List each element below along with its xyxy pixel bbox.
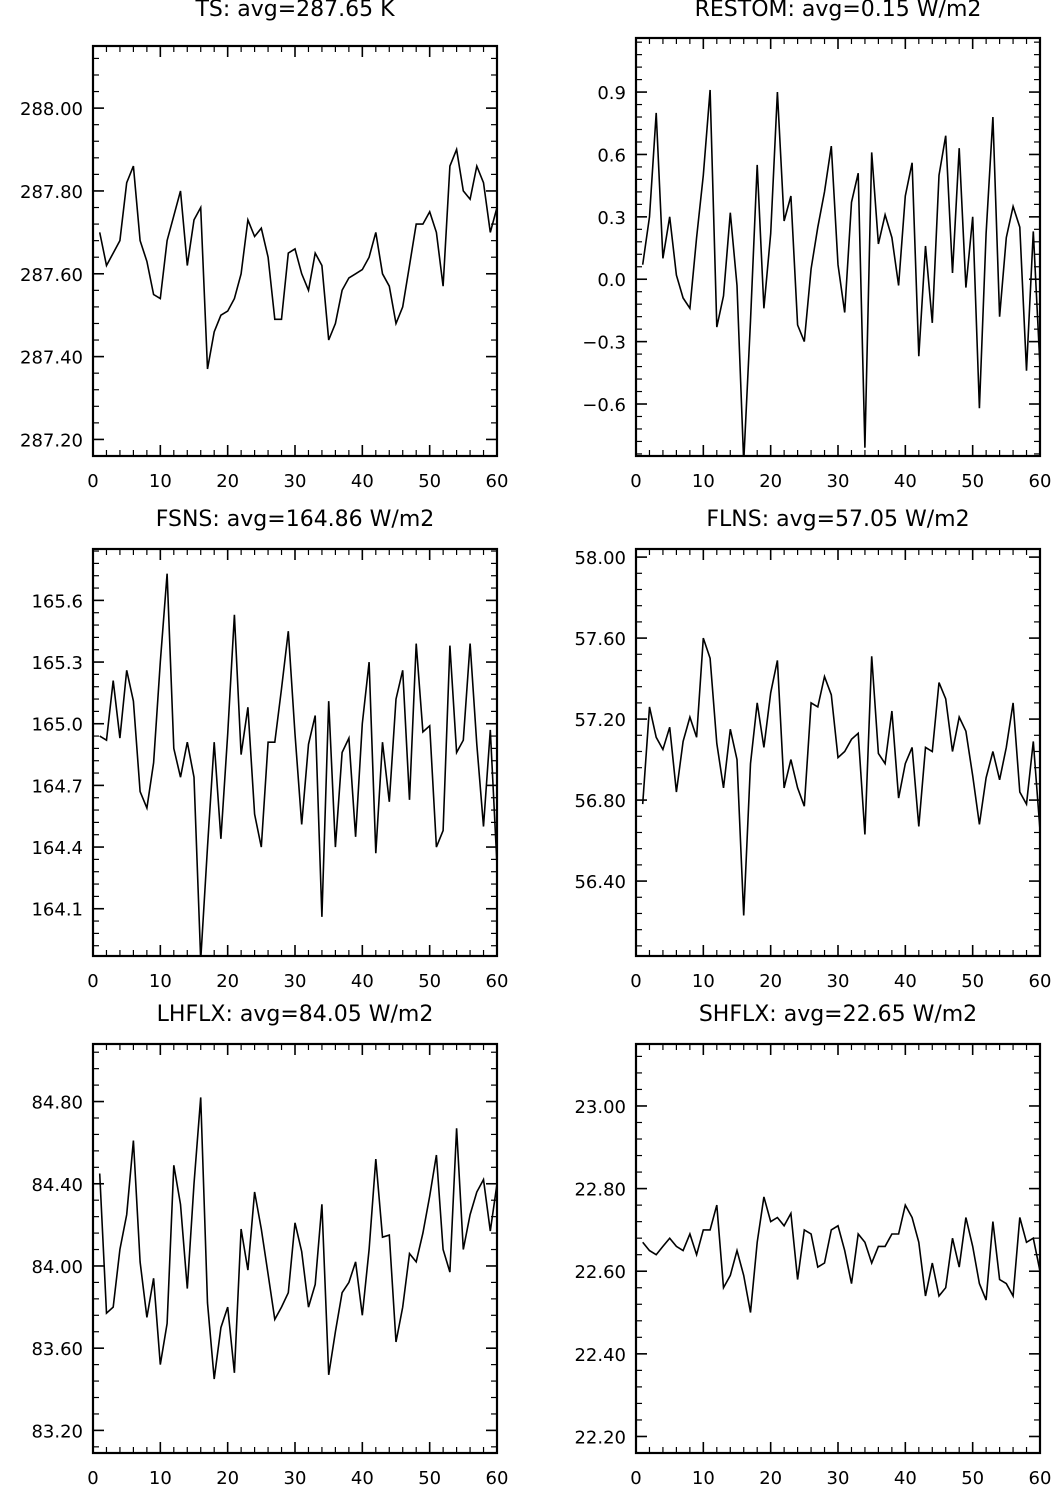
x-tick-label: 20 xyxy=(759,471,782,492)
y-tick-label: 84.40 xyxy=(31,1175,83,1196)
y-tick-label: 164.7 xyxy=(31,776,83,797)
x-tick-label: 0 xyxy=(87,1468,98,1489)
x-tick-label: 60 xyxy=(486,471,509,492)
x-tick-label: 30 xyxy=(827,1468,850,1489)
panel-1: RESTOM: avg=0.15 W/m2 0 10 20 30 40 50 60 −0.6 −0… xyxy=(582,0,1051,492)
x-tick-label: 20 xyxy=(216,971,239,992)
x-tick-label: 50 xyxy=(418,971,441,992)
y-tick-label: 22.20 xyxy=(574,1427,626,1448)
panel-3: FLNS: avg=57.05 W/m2 0 10 20 30 40 50 60 56.40 56… xyxy=(574,507,1051,992)
x-tick-label: 40 xyxy=(351,971,374,992)
x-tick-label: 50 xyxy=(961,971,984,992)
x-tick-label: 10 xyxy=(692,471,715,492)
x-tick-label: 40 xyxy=(894,1468,917,1489)
y-tick-label: 22.80 xyxy=(574,1180,626,1201)
y-tick-label: 57.60 xyxy=(574,629,626,650)
y-tick-label: 23.00 xyxy=(574,1097,626,1118)
panel-4: LHFLX: avg=84.05 W/m2 0 10 20 30 40 50 60 83.20 8… xyxy=(31,1002,508,1489)
x-tick-label: 50 xyxy=(418,471,441,492)
y-tick-label: 288.00 xyxy=(20,99,83,120)
x-tick-label: 0 xyxy=(87,971,98,992)
x-tick-label: 40 xyxy=(351,471,374,492)
y-tick-label: 83.20 xyxy=(31,1421,83,1442)
x-tick-label: 20 xyxy=(216,471,239,492)
y-tick-label: 0.9 xyxy=(597,83,626,104)
y-tick-label: 164.1 xyxy=(31,900,83,921)
y-tick-label: 287.80 xyxy=(20,182,83,203)
x-tick-label: 50 xyxy=(961,1468,984,1489)
y-tick-label: 0.3 xyxy=(597,208,626,229)
x-tick-label: 20 xyxy=(216,1468,239,1489)
y-tick-label: 56.40 xyxy=(574,872,626,893)
y-tick-label: 0.0 xyxy=(597,270,626,291)
x-tick-label: 40 xyxy=(894,971,917,992)
x-tick-label: 30 xyxy=(284,471,307,492)
y-tick-label: 0.6 xyxy=(597,145,626,166)
x-tick-label: 0 xyxy=(630,471,641,492)
y-tick-label: 165.3 xyxy=(31,653,83,674)
series-line-0 xyxy=(641,637,1040,916)
x-tick-label: 30 xyxy=(284,1468,307,1489)
series-line-0 xyxy=(98,146,497,370)
chart-title: FLNS: avg=57.05 W/m2 xyxy=(706,507,969,532)
y-tick-label: 22.60 xyxy=(574,1262,626,1283)
series-line-0 xyxy=(641,89,1040,456)
x-tick-label: 20 xyxy=(759,971,782,992)
x-tick-label: 30 xyxy=(827,471,850,492)
series-line-0 xyxy=(99,573,497,956)
panel-2: FSNS: avg=164.86 W/m2 0 10 20 30 40 50 60 164.1 1… xyxy=(31,507,508,992)
chart-title: FSNS: avg=164.86 W/m2 xyxy=(156,507,435,532)
y-tick-label: 83.60 xyxy=(31,1339,83,1360)
panel-0: TS: avg=287.65 K 0 10 20 30 40 50 60 287.20 287.4… xyxy=(20,0,508,492)
x-tick-label: 50 xyxy=(418,1468,441,1489)
x-tick-label: 10 xyxy=(149,971,172,992)
y-tick-label: 287.40 xyxy=(20,348,83,369)
x-tick-label: 10 xyxy=(149,471,172,492)
series-line-0 xyxy=(98,1097,497,1380)
series-line-0 xyxy=(642,1196,1040,1313)
y-tick-label: 287.60 xyxy=(20,265,83,286)
x-tick-label: 0 xyxy=(630,971,641,992)
chart-title: LHFLX: avg=84.05 W/m2 xyxy=(157,1002,434,1027)
y-tick-label: 22.40 xyxy=(574,1345,626,1366)
x-tick-label: 20 xyxy=(759,1468,782,1489)
y-tick-label: −0.3 xyxy=(582,333,626,354)
y-tick-label: −0.6 xyxy=(582,395,626,416)
y-tick-label: 165.6 xyxy=(31,591,83,612)
x-tick-label: 30 xyxy=(827,971,850,992)
chart-title: TS: avg=287.65 K xyxy=(194,0,395,22)
y-tick-label: 84.80 xyxy=(31,1093,83,1114)
x-tick-label: 10 xyxy=(692,971,715,992)
x-tick-label: 60 xyxy=(1029,1468,1052,1489)
x-tick-label: 50 xyxy=(961,471,984,492)
x-tick-label: 60 xyxy=(486,1468,509,1489)
y-tick-label: 165.0 xyxy=(31,715,83,736)
x-tick-label: 60 xyxy=(1029,471,1052,492)
x-tick-label: 40 xyxy=(351,1468,374,1489)
x-tick-label: 40 xyxy=(894,471,917,492)
panel-5: SHFLX: avg=22.65 W/m2 0 10 20 30 40 50 60 22.20 2… xyxy=(574,1002,1051,1489)
y-tick-label: 57.20 xyxy=(574,710,626,731)
y-tick-label: 287.20 xyxy=(20,430,83,451)
x-tick-label: 60 xyxy=(1029,971,1052,992)
x-tick-label: 0 xyxy=(87,471,98,492)
x-tick-label: 10 xyxy=(149,1468,172,1489)
x-tick-label: 0 xyxy=(630,1468,641,1489)
x-tick-label: 30 xyxy=(284,971,307,992)
y-tick-label: 84.00 xyxy=(31,1257,83,1278)
y-tick-label: 56.80 xyxy=(574,791,626,812)
y-tick-label: 164.4 xyxy=(31,838,83,859)
x-tick-label: 60 xyxy=(486,971,509,992)
x-tick-label: 10 xyxy=(692,1468,715,1489)
chart-title: RESTOM: avg=0.15 W/m2 xyxy=(695,0,982,22)
y-tick-label: 58.00 xyxy=(574,548,626,569)
chart-title: SHFLX: avg=22.65 W/m2 xyxy=(699,1002,977,1027)
